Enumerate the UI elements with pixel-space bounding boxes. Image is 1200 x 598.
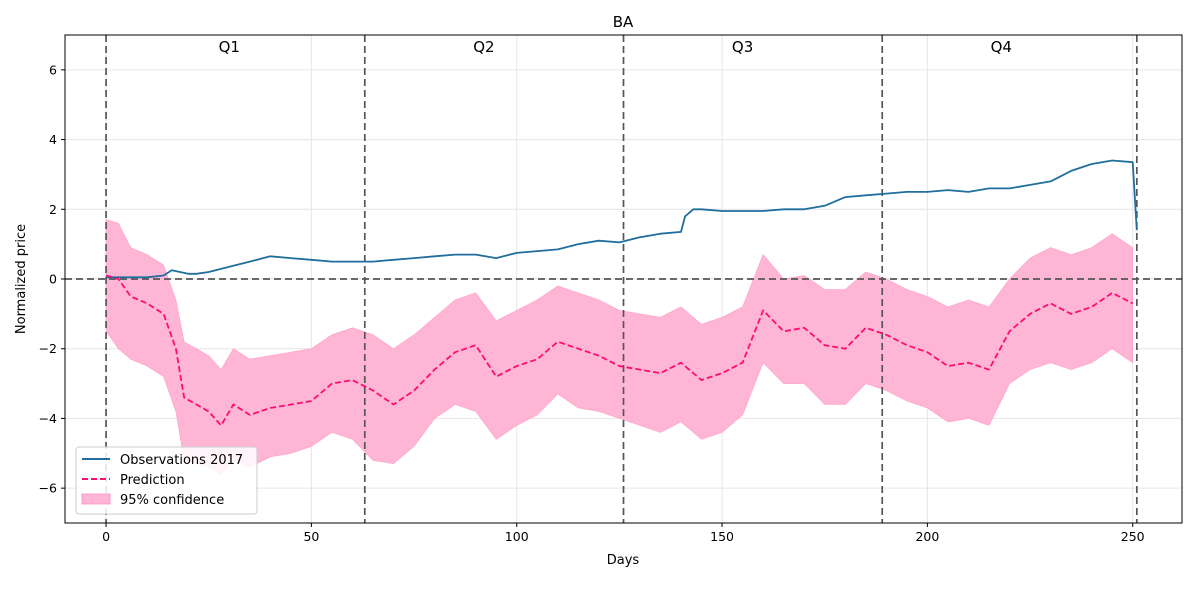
x-tick-label: 50: [303, 529, 319, 544]
x-tick-label: 100: [505, 529, 529, 544]
y-tick-label: 6: [49, 62, 57, 77]
confidence-band: [105, 219, 1133, 475]
y-tick-label: −4: [39, 411, 57, 426]
y-tick-label: 2: [49, 202, 57, 217]
series-lines: [105, 159, 1138, 427]
y-tick-label: −2: [39, 341, 57, 356]
y-tick-label: 0: [49, 272, 57, 287]
y-axis-label: Normalized price: [14, 224, 29, 334]
legend-box: [75, 446, 258, 515]
x-tick-label: 250: [1121, 529, 1145, 544]
x-tick-label: 0: [102, 529, 110, 544]
axis-ticks: 0 50 100 150 200 250 −6 −4 −2 0 2 4 6: [39, 62, 1145, 544]
legend-observations-label: Observations 2017: [120, 453, 243, 468]
x-tick-label: 200: [915, 529, 939, 544]
legend-prediction-label: Prediction: [120, 473, 185, 488]
legend: Observations 2017 Prediction 95% confide…: [75, 446, 258, 515]
quarter-dividers: [65, 35, 1182, 523]
chart-title: BA: [613, 13, 634, 31]
y-tick-label: 4: [49, 132, 57, 147]
x-axis-label: Days: [607, 553, 640, 568]
legend-confidence-label: 95% confidence: [120, 493, 224, 508]
quarter-label: Q3: [732, 38, 753, 56]
confidence-band-area: [105, 219, 1133, 475]
observations-line: [106, 159, 1138, 279]
quarter-label: Q4: [991, 38, 1012, 56]
prediction-line: [105, 274, 1134, 427]
quarter-label: Q1: [219, 38, 240, 56]
quarter-label: Q2: [473, 38, 494, 56]
legend-confidence-swatch: [81, 493, 111, 505]
y-tick-label: −6: [39, 481, 57, 496]
x-tick-label: 150: [710, 529, 734, 544]
quarter-labels: Q1 Q2 Q3 Q4: [219, 38, 1012, 56]
